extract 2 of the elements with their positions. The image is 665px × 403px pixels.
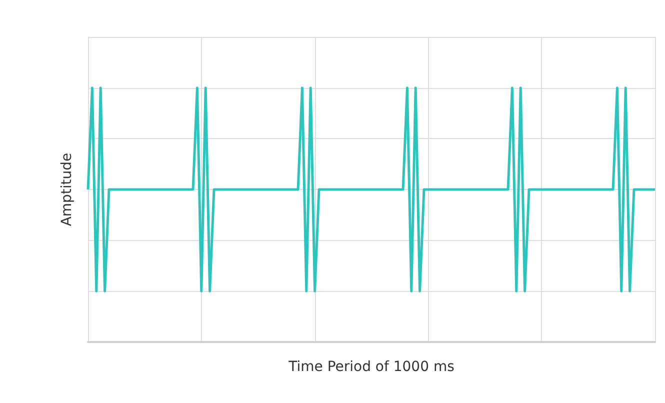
y-axis-title: Amptitude	[59, 152, 75, 226]
x-axis-title: Time Period of 1000 ms	[288, 359, 454, 375]
